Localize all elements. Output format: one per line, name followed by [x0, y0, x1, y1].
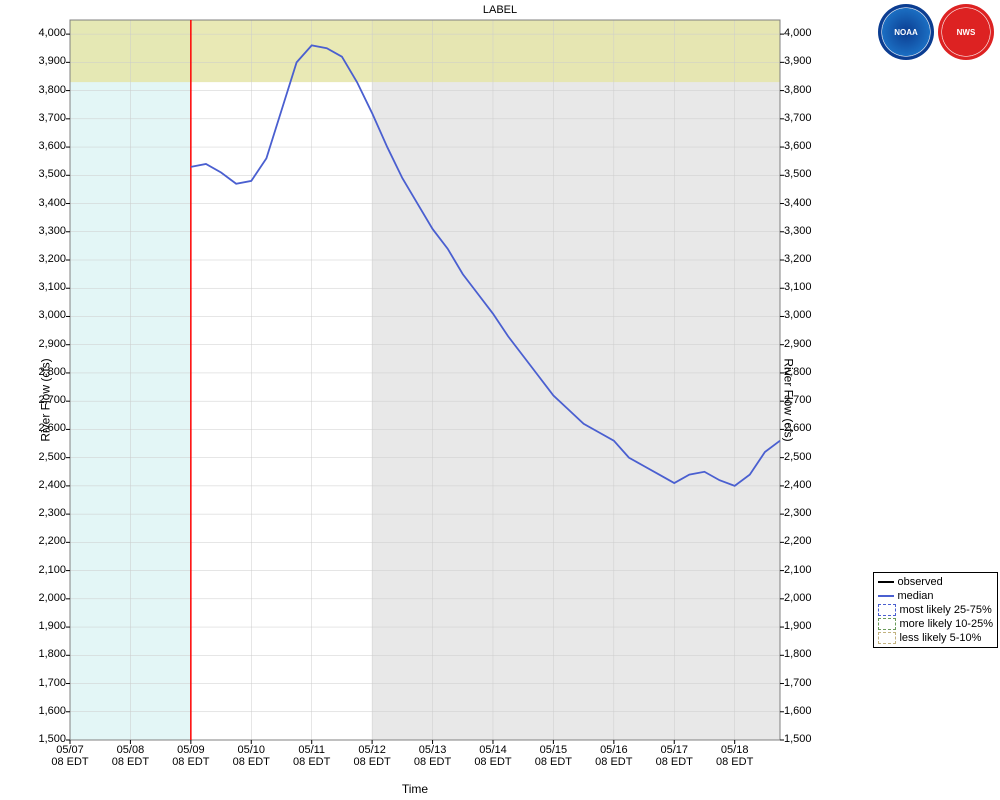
y-tick-label: 1,900	[38, 620, 66, 632]
y-tick-label: 3,100	[38, 281, 66, 293]
plot-svg	[0, 0, 1000, 800]
y-tick-label: 3,800	[784, 84, 812, 96]
y-tick-label: 1,900	[784, 620, 812, 632]
y-tick-label: 3,500	[38, 168, 66, 180]
y-tick-label: 2,900	[38, 338, 66, 350]
legend-swatch-icon	[878, 604, 896, 616]
y-tick-label: 1,600	[784, 705, 812, 717]
x-tick-label: 05/1708 EDT	[648, 744, 700, 768]
y-tick-label: 3,600	[38, 140, 66, 152]
x-tick-label: 05/0908 EDT	[165, 744, 217, 768]
legend-item: median	[878, 589, 993, 603]
y-tick-label: 3,900	[784, 55, 812, 67]
x-tick-label: 05/1308 EDT	[407, 744, 459, 768]
y-tick-label: 2,800	[38, 366, 66, 378]
y-tick-label: 2,100	[38, 564, 66, 576]
y-tick-label: 3,400	[38, 197, 66, 209]
legend-box: observedmedianmost likely 25-75%more lik…	[873, 572, 998, 648]
y-tick-label: 3,200	[38, 253, 66, 265]
y-tick-label: 2,200	[38, 535, 66, 547]
y-tick-label: 3,100	[784, 281, 812, 293]
y-tick-label: 3,900	[38, 55, 66, 67]
y-tick-label: 2,500	[784, 451, 812, 463]
y-tick-label: 4,000	[38, 27, 66, 39]
y-tick-label: 2,800	[784, 366, 812, 378]
y-tick-label: 2,400	[784, 479, 812, 491]
y-tick-label: 2,100	[784, 564, 812, 576]
y-tick-label: 2,700	[38, 394, 66, 406]
legend-swatch-icon	[878, 632, 896, 644]
y-tick-label: 3,800	[38, 84, 66, 96]
legend-item: more likely 10-25%	[878, 617, 993, 631]
y-tick-label: 1,800	[784, 648, 812, 660]
legend-swatch-icon	[878, 577, 894, 587]
x-tick-label: 05/1108 EDT	[286, 744, 338, 768]
y-tick-label: 1,600	[38, 705, 66, 717]
y-tick-label: 3,000	[38, 309, 66, 321]
y-tick-label: 1,500	[784, 733, 812, 745]
y-tick-label: 2,200	[784, 535, 812, 547]
legend-item: most likely 25-75%	[878, 603, 993, 617]
y-tick-label: 2,600	[38, 422, 66, 434]
y-tick-label: 3,300	[784, 225, 812, 237]
legend-label: most likely 25-75%	[899, 603, 991, 617]
chart-root: LABEL River Flow (cfs) River Flow (cfs) …	[0, 0, 1000, 800]
y-tick-label: 2,300	[784, 507, 812, 519]
y-tick-label: 3,600	[784, 140, 812, 152]
legend-label: observed	[897, 575, 942, 589]
legend-label: less likely 5-10%	[899, 631, 981, 645]
y-tick-label: 3,700	[38, 112, 66, 124]
x-tick-label: 05/1608 EDT	[588, 744, 640, 768]
legend-item: observed	[878, 575, 993, 589]
y-tick-label: 3,400	[784, 197, 812, 209]
agency-logos: NOAA NWS	[878, 4, 994, 60]
y-tick-label: 3,200	[784, 253, 812, 265]
x-tick-label: 05/1408 EDT	[467, 744, 519, 768]
x-tick-label: 05/1808 EDT	[709, 744, 761, 768]
y-tick-label: 1,700	[784, 677, 812, 689]
x-tick-label: 05/1008 EDT	[225, 744, 277, 768]
y-tick-label: 1,800	[38, 648, 66, 660]
legend-label: median	[897, 589, 933, 603]
x-tick-label: 05/0808 EDT	[104, 744, 156, 768]
legend-swatch-icon	[878, 591, 894, 601]
y-tick-label: 2,300	[38, 507, 66, 519]
y-tick-label: 2,900	[784, 338, 812, 350]
y-tick-label: 2,000	[784, 592, 812, 604]
y-tick-label: 3,300	[38, 225, 66, 237]
y-tick-label: 3,500	[784, 168, 812, 180]
legend-item: less likely 5-10%	[878, 631, 993, 645]
x-tick-label: 05/1208 EDT	[346, 744, 398, 768]
y-tick-label: 2,400	[38, 479, 66, 491]
y-tick-label: 1,700	[38, 677, 66, 689]
noaa-logo-icon: NOAA	[878, 4, 934, 60]
y-tick-label: 2,000	[38, 592, 66, 604]
y-tick-label: 2,600	[784, 422, 812, 434]
y-tick-label: 2,500	[38, 451, 66, 463]
y-tick-label: 3,700	[784, 112, 812, 124]
legend-swatch-icon	[878, 618, 896, 630]
y-tick-label: 4,000	[784, 27, 812, 39]
y-tick-label: 2,700	[784, 394, 812, 406]
x-tick-label: 05/0708 EDT	[44, 744, 96, 768]
nws-logo-icon: NWS	[938, 4, 994, 60]
y-tick-label: 3,000	[784, 309, 812, 321]
legend-label: more likely 10-25%	[899, 617, 993, 631]
x-tick-label: 05/1508 EDT	[527, 744, 579, 768]
